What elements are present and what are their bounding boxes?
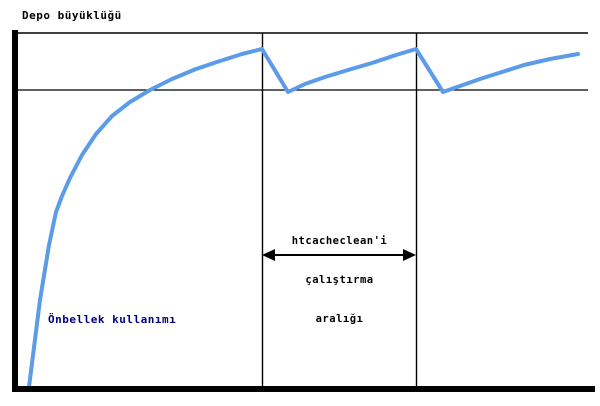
x-axis (12, 386, 595, 392)
interval-arrow-head-left (262, 249, 275, 261)
y-axis (12, 30, 18, 392)
interval-label-line-1: htcacheclean'i (291, 235, 388, 247)
interval-label-line-2: çalıştırma (305, 274, 374, 286)
cache-usage-curve (27, 47, 580, 389)
interval-label-line-3: aralığı (315, 313, 364, 325)
disk-size-label: Depo büyüklüğü (22, 9, 122, 22)
interval-arrow (262, 249, 416, 261)
htcacheclean-interval-label: htcacheclean'i çalıştırma aralığı (262, 209, 417, 352)
cache-usage-label: Önbellek kullanımı (48, 313, 177, 326)
interval-arrow-head-right (403, 249, 416, 261)
